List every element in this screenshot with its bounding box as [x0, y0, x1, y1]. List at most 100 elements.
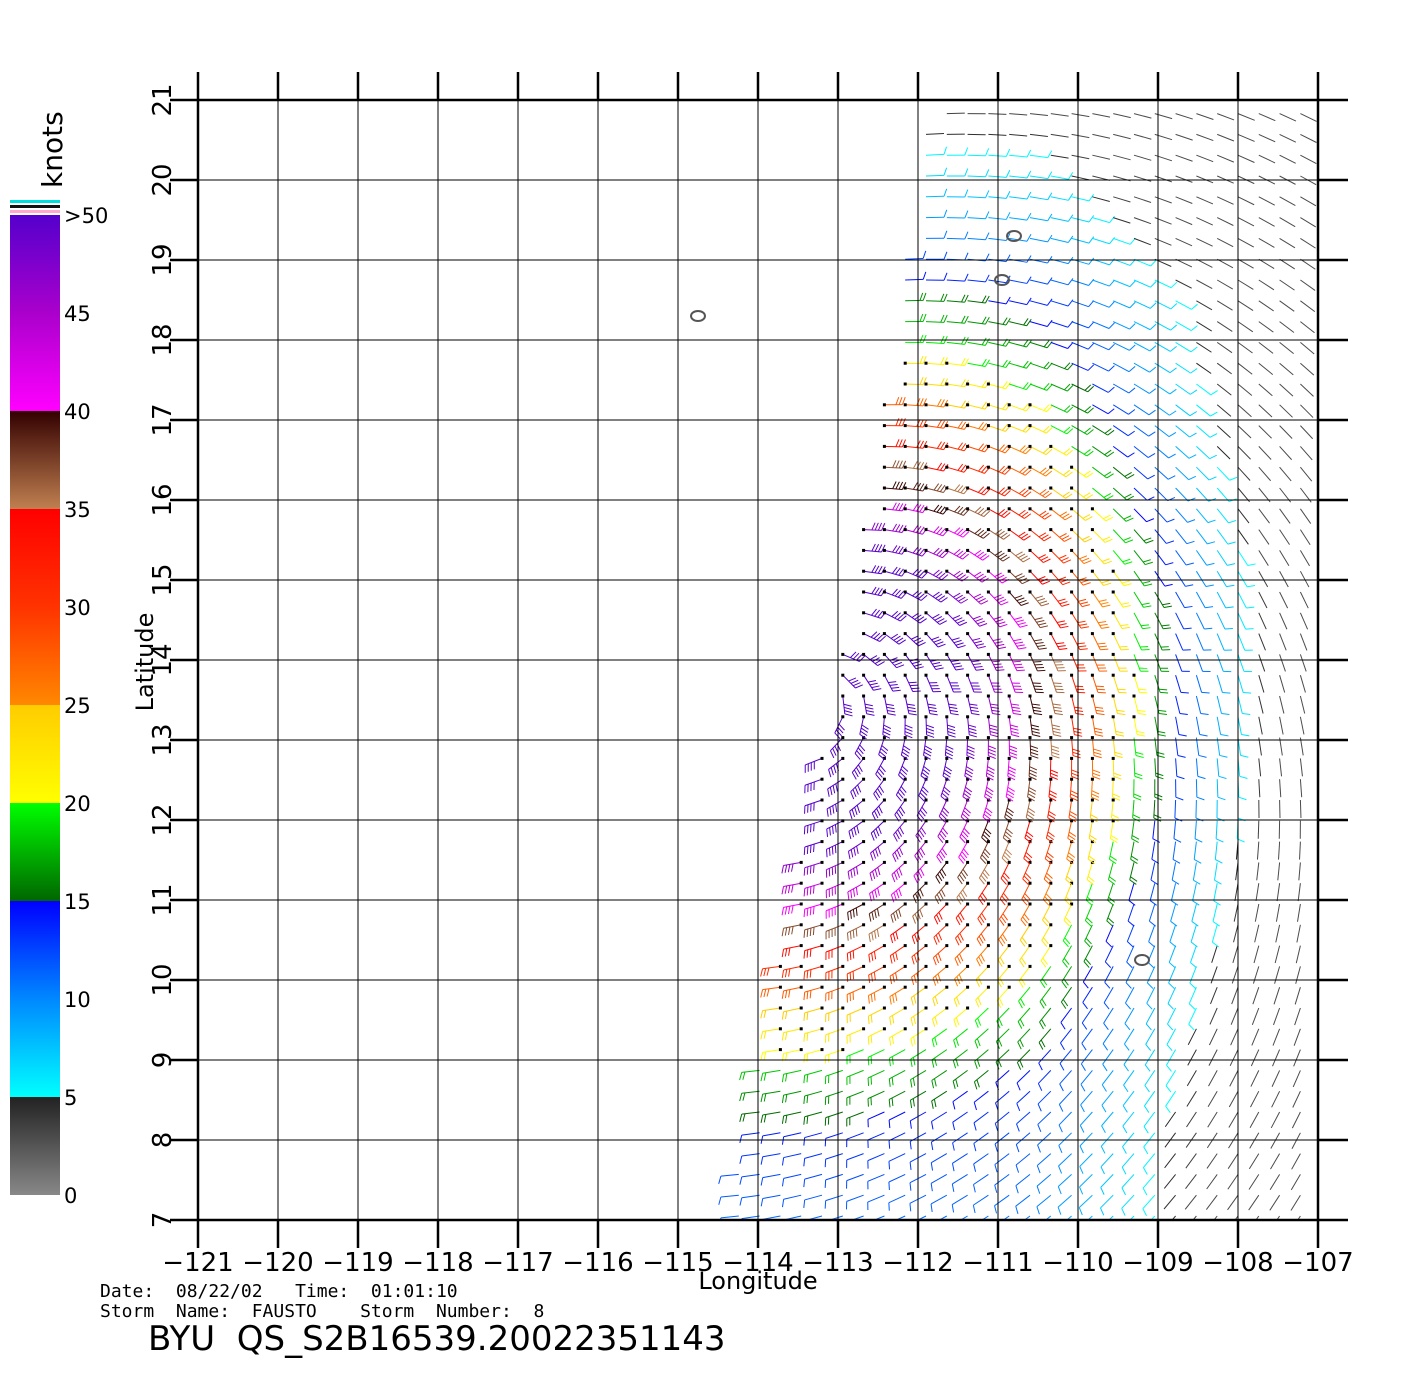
wind-barb [1071, 425, 1094, 435]
wind-barb [1195, 591, 1214, 609]
wind-barb [1050, 214, 1074, 222]
wind-barb [889, 944, 907, 964]
x-axis-ticks: −121 −120 −119 −118 −117 −116 −115 −114 −113 −112… [162, 72, 1354, 1278]
wind-barb [1196, 196, 1214, 205]
wind-barb [1049, 465, 1073, 478]
wind-barb [956, 881, 970, 905]
wind-barb [846, 1069, 864, 1086]
wind-barb [1227, 1194, 1239, 1211]
wind-barb [889, 985, 907, 1005]
y-tick-label: 8 [148, 1132, 178, 1149]
wind-barb [1002, 819, 1013, 844]
wind-barb [882, 460, 907, 469]
wind-barb [1175, 404, 1198, 417]
wind-barb [997, 964, 1011, 988]
wind-barb [882, 610, 907, 622]
y-tick-label: 13 [148, 723, 178, 756]
wind-barb [781, 1132, 802, 1145]
wind-barb [803, 1173, 823, 1188]
wind-barb [1029, 382, 1053, 391]
wind-barb [1124, 1028, 1135, 1051]
wind-barb [1002, 1215, 1010, 1220]
x-tick-label: −117 [482, 1248, 553, 1278]
wind-barb [1070, 507, 1093, 521]
wind-barb [1062, 924, 1073, 948]
wind-barb [1128, 883, 1136, 906]
wind-barb [975, 964, 990, 987]
wind-barb [846, 1111, 864, 1127]
wind-barb [825, 860, 845, 878]
wind-barb [1133, 362, 1157, 373]
wind-barb [1107, 862, 1117, 885]
wind-barb [924, 356, 948, 366]
wind-barb [1071, 154, 1090, 160]
wind-barb [1025, 798, 1036, 823]
wind-barb [978, 881, 990, 906]
wind-barb [1088, 819, 1097, 844]
wind-barb [1252, 966, 1260, 984]
wind-barb [1207, 1111, 1218, 1128]
wind-barb [1229, 1049, 1239, 1067]
wind-barb [1133, 383, 1156, 394]
wind-barb [1184, 1194, 1197, 1210]
wind-barb [1196, 279, 1213, 290]
wind-barb [1195, 695, 1209, 716]
wind-barb [1016, 1111, 1031, 1132]
wind-barb [1145, 1007, 1156, 1031]
wind-barb [962, 777, 973, 802]
wind-barb [1298, 862, 1301, 881]
wind-barb [1133, 237, 1151, 246]
wind-barb [903, 611, 927, 624]
wind-barb [846, 1132, 864, 1148]
wind-barb [1133, 737, 1144, 759]
wind-barb [1133, 217, 1152, 225]
wind-barb [945, 652, 964, 671]
wind-barb [1258, 529, 1270, 545]
wind-barb [1009, 297, 1032, 306]
wind-barb [1007, 403, 1032, 412]
wind-barb [973, 1132, 989, 1152]
wind-barb [1166, 1028, 1177, 1052]
wind-barb [1208, 1070, 1218, 1087]
wind-barb [1250, 1090, 1260, 1108]
wind-barb [1133, 591, 1152, 608]
wind-barb [1070, 528, 1093, 543]
wind-barb [930, 1153, 948, 1171]
wind-barb [1089, 798, 1098, 823]
wind-barb [1015, 1194, 1031, 1214]
wind-barb [998, 902, 1011, 926]
wind-barb [979, 840, 991, 864]
wind-barb [1196, 425, 1218, 438]
y-tick-label: 14 [148, 643, 178, 676]
wind-barb [1188, 1007, 1197, 1031]
wind-barb [931, 1049, 948, 1068]
wind-barb [1092, 113, 1111, 118]
wind-barb [1237, 779, 1247, 801]
wind-barb [1113, 154, 1131, 161]
wind-barb [966, 401, 991, 410]
wind-barb [945, 505, 970, 516]
wind-barb [924, 441, 949, 451]
wind-barb [1196, 113, 1214, 120]
wind-barb [945, 527, 970, 538]
wind-barb [1213, 883, 1221, 906]
wind-barb [1195, 570, 1214, 587]
wind-barb [1123, 1049, 1135, 1072]
wind-barb [804, 777, 824, 794]
wind-barb [1044, 840, 1054, 865]
wind-barb [986, 632, 1007, 650]
wind-barb [1300, 446, 1313, 461]
wind-barb [1130, 841, 1139, 864]
wind-barb [1049, 652, 1066, 672]
wind-barb [825, 1027, 845, 1043]
wind-barb [1175, 446, 1197, 459]
wind-barb [1007, 424, 1032, 433]
wind-barb [1167, 1007, 1177, 1031]
wind-barb [996, 985, 1011, 1008]
wind-barb [1009, 255, 1032, 263]
wind-barb [1189, 966, 1197, 989]
wind-barb [834, 715, 845, 740]
wind-barb [1191, 903, 1199, 927]
wind-barb [946, 252, 969, 261]
wind-barb [1050, 320, 1074, 328]
